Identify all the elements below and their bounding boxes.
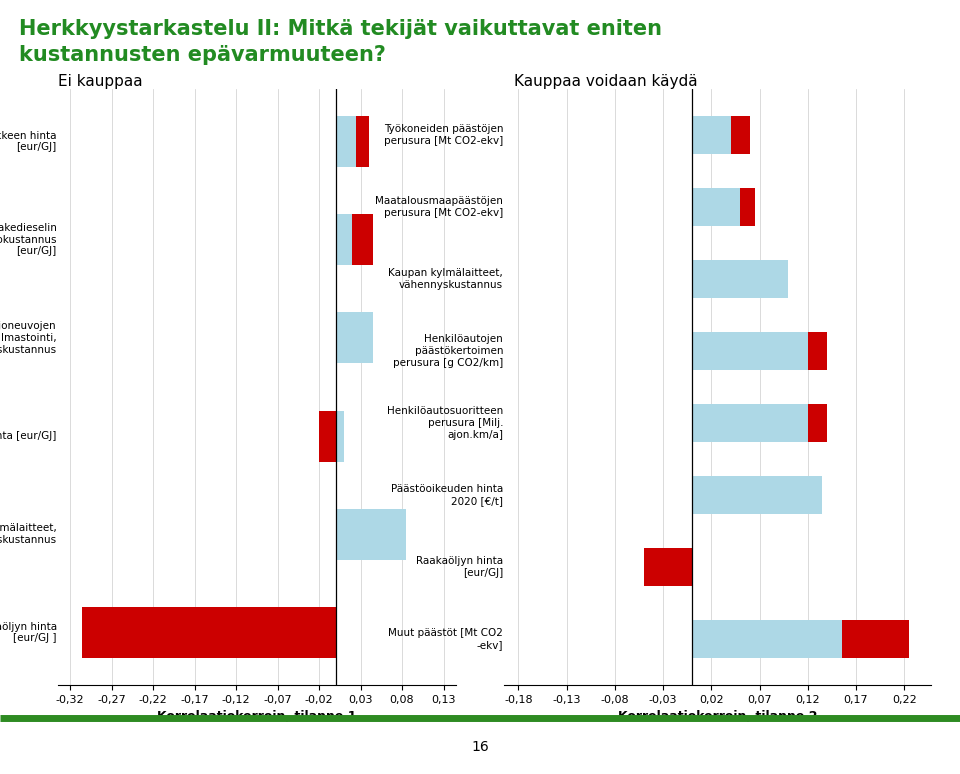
Bar	[692, 404, 807, 442]
Bar	[692, 332, 807, 370]
Bar	[644, 549, 692, 586]
Bar	[311, 607, 336, 658]
Bar	[336, 116, 356, 167]
Text: Maatalousmaapäästöjen
perusura [Mt CO2-ekv]: Maatalousmaapäästöjen perusura [Mt CO2-e…	[375, 196, 503, 217]
Text: Ei kauppaa: Ei kauppaa	[58, 74, 142, 88]
Bar	[807, 404, 828, 442]
Bar	[663, 549, 692, 586]
Bar	[336, 313, 373, 364]
Text: Raakaöljyn hinta
[eur/GJ]: Raakaöljyn hinta [eur/GJ]	[416, 557, 503, 578]
Bar	[692, 260, 788, 298]
Text: Kaupan kylmälaitteet,
vähennyskustannus: Kaupan kylmälaitteet, vähennyskustannus	[389, 268, 503, 289]
Text: Päästöoikeuden hinta
2020 [€/t]: Päästöoikeuden hinta 2020 [€/t]	[391, 485, 503, 506]
Text: Muut päästöt [Mt CO2
-ekv]: Muut päästöt [Mt CO2 -ekv]	[388, 628, 503, 650]
Bar	[336, 410, 344, 461]
Bar	[319, 410, 336, 461]
Bar	[692, 621, 842, 658]
Text: Metsähakkeen hinta
[eur/GJ]: Metsähakkeen hinta [eur/GJ]	[0, 131, 57, 152]
Text: kustannusten epävarmuuteen?: kustannusten epävarmuuteen?	[19, 45, 386, 65]
X-axis label: Korrelaatiokerroin, tilanne 2: Korrelaatiokerroin, tilanne 2	[618, 711, 817, 723]
Text: Kaupan kylmälaitteet,
vähennyskustannus: Kaupan kylmälaitteet, vähennyskustannus	[0, 523, 57, 545]
Text: Dieselin hinta [eur/GJ]: Dieselin hinta [eur/GJ]	[0, 431, 57, 441]
Bar	[807, 332, 828, 370]
Bar	[740, 188, 755, 225]
Bar	[692, 116, 731, 153]
Text: Raakaöljyn hinta
[eur/GJ ]: Raakaöljyn hinta [eur/GJ ]	[0, 622, 57, 643]
Bar	[842, 621, 909, 658]
Text: Kauppaa voidaan käydä: Kauppaa voidaan käydä	[514, 74, 697, 88]
Bar	[336, 214, 352, 265]
Bar	[692, 188, 740, 225]
Text: Henkilöautojen
päästökertoimen
perusura [g CO2/km]: Henkilöautojen päästökertoimen perusura …	[393, 334, 503, 368]
Bar	[356, 116, 369, 167]
Text: Henkilöautosuoritteen
perusura [Milj.
ajon.km/a]: Henkilöautosuoritteen perusura [Milj. aj…	[387, 406, 503, 440]
X-axis label: Korrelaatiokerroin, tilanne 1: Korrelaatiokerroin, tilanne 1	[157, 711, 356, 723]
Text: Metsähakedieselin
tuotantokustannus
[eur/GJ]: Metsähakedieselin tuotantokustannus [eur…	[0, 223, 57, 256]
Text: 16: 16	[471, 740, 489, 754]
Text: Herkkyystarkastelu II: Mitkä tekijät vaikuttavat eniten: Herkkyystarkastelu II: Mitkä tekijät vai…	[19, 19, 662, 39]
Bar	[83, 607, 336, 658]
Bar	[336, 509, 406, 560]
Bar	[692, 476, 822, 514]
Text: Työkoneiden päästöjen
perusura [Mt CO2-ekv]: Työkoneiden päästöjen perusura [Mt CO2-e…	[384, 124, 503, 146]
Text: Ajoneuvojen
ilmastointi,
vähennyskustannus: Ajoneuvojen ilmastointi, vähennyskustann…	[0, 321, 57, 354]
Bar	[352, 214, 373, 265]
Bar	[731, 116, 750, 153]
